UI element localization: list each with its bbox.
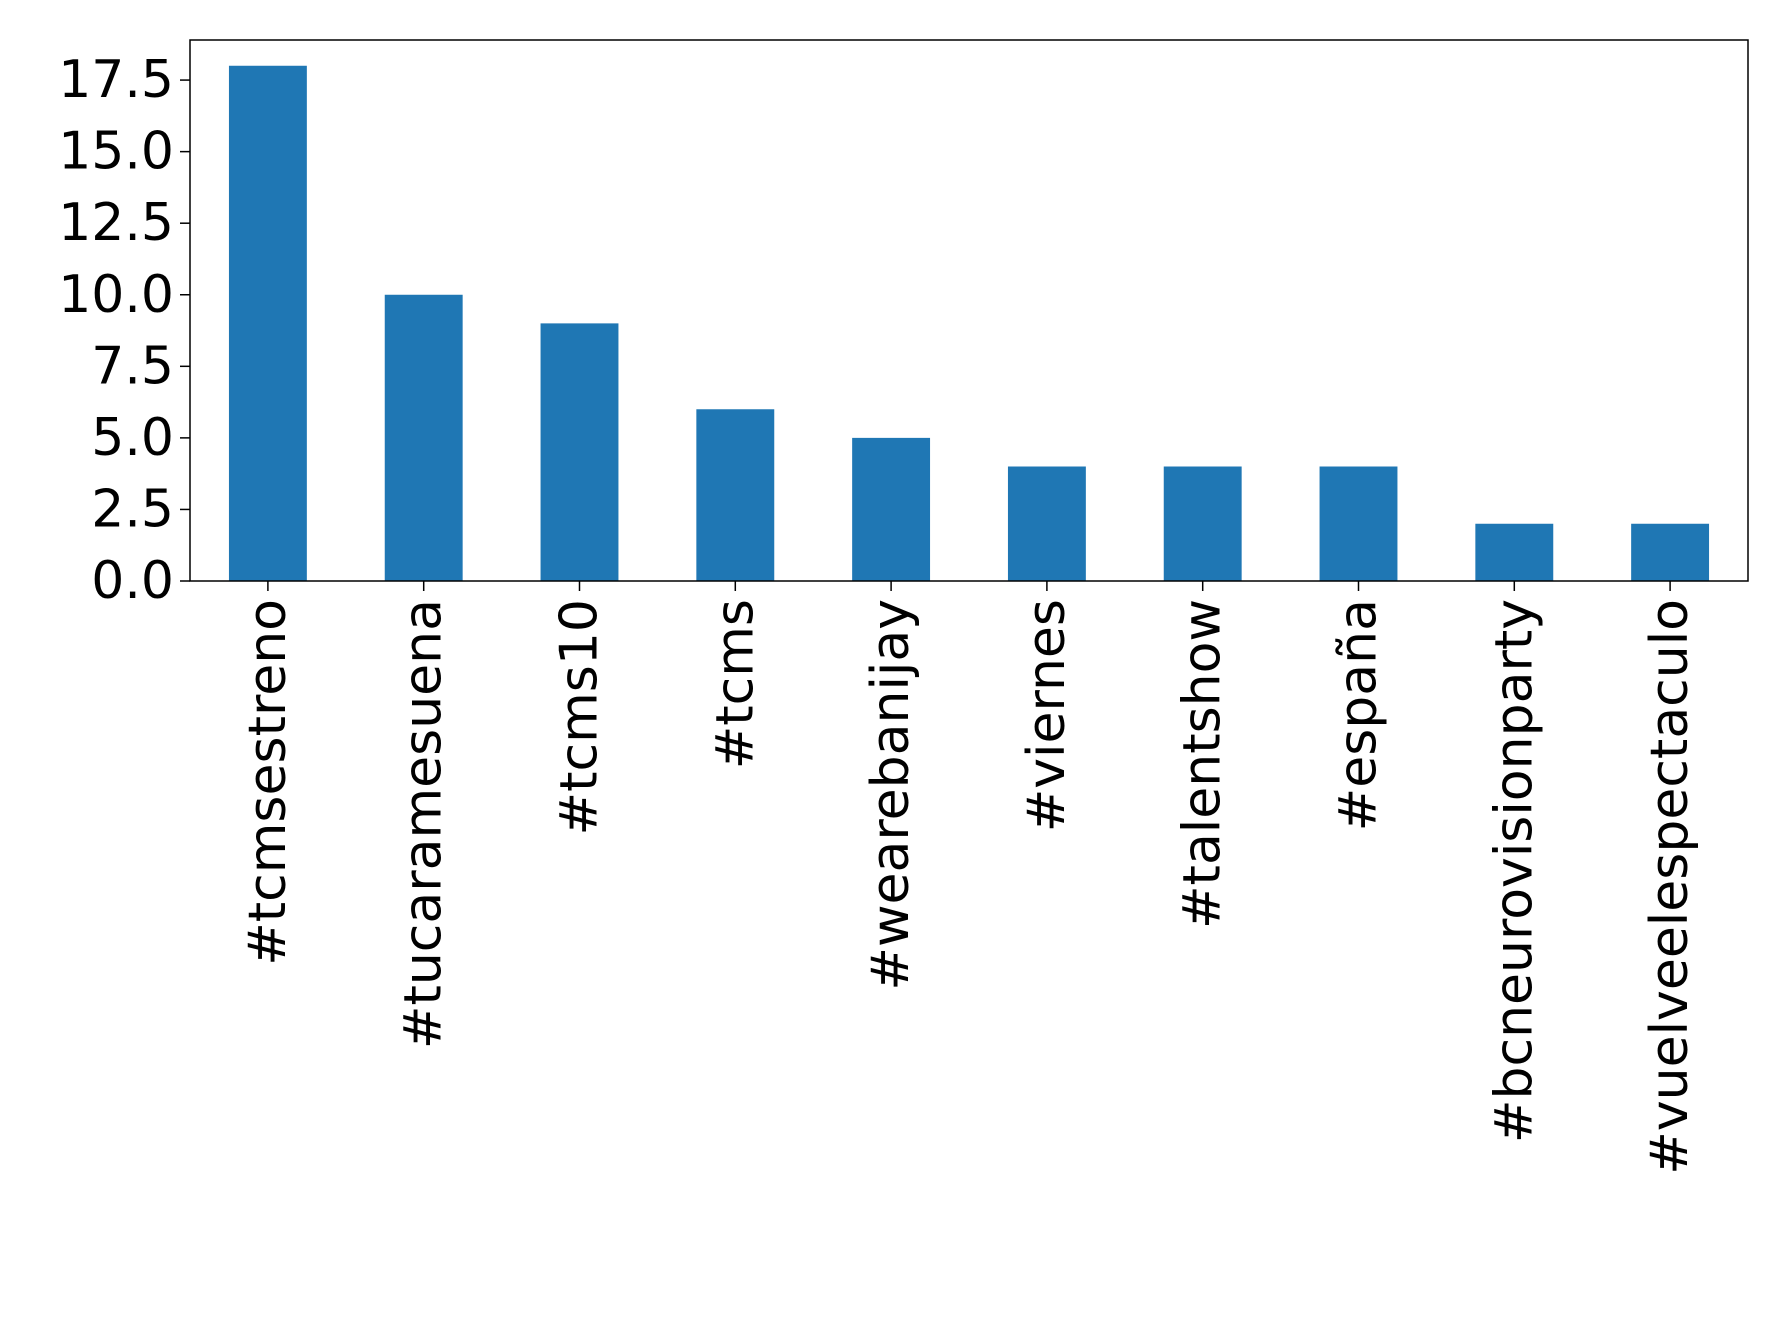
x-tick-label: #tcms [705, 599, 765, 769]
x-tick-label: #tucaramesuena [394, 599, 454, 1049]
x-tick-label: #tcms10 [550, 599, 610, 835]
x-tick-label: #españa [1329, 599, 1389, 831]
y-tick-label: 7.5 [91, 336, 174, 396]
y-tick-label: 12.5 [58, 193, 174, 253]
x-tick-label: #tcmsestreno [238, 599, 298, 966]
plot-frame [189, 39, 1749, 582]
x-tick-label: #wearebanijay [861, 599, 921, 991]
y-tick-label: 15.0 [58, 122, 174, 182]
bar [540, 323, 619, 581]
x-tick-label: #bcneurovisionparty [1484, 599, 1544, 1143]
y-tick-label: 17.5 [58, 50, 174, 110]
y-tick-label: 2.5 [91, 479, 174, 539]
x-tick-label: #talentshow [1173, 599, 1233, 929]
bar [1475, 523, 1554, 581]
y-tick-label: 0.0 [91, 551, 174, 611]
y-tick-label: 10.0 [58, 265, 174, 325]
bar [852, 437, 931, 581]
x-tick-label: #viernes [1017, 599, 1077, 832]
x-tick-label: #vuelveelespectaculo [1640, 599, 1700, 1175]
bar [696, 409, 775, 581]
bar [384, 294, 463, 581]
bar [1631, 523, 1710, 581]
bar [228, 65, 307, 581]
bar [1007, 466, 1086, 581]
bar [1163, 466, 1242, 581]
bar [1319, 466, 1398, 581]
y-tick-label: 5.0 [91, 408, 174, 468]
